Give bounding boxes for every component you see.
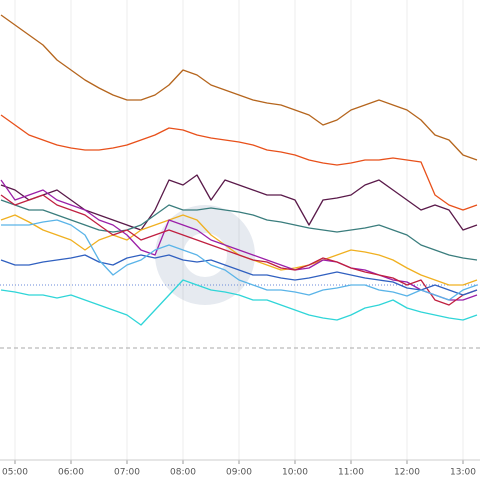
series-line xyxy=(1,219,478,301)
series-line xyxy=(0,114,478,211)
x-tick-label: 13:00 xyxy=(450,468,476,478)
series-line xyxy=(0,279,478,326)
watermark-logo xyxy=(155,205,255,305)
series-line xyxy=(0,14,478,161)
x-tick-label: 12:00 xyxy=(394,468,420,478)
x-tick-label: 09:00 xyxy=(226,468,252,478)
x-tick-label: 06:00 xyxy=(58,468,84,478)
watermark-logo-inner xyxy=(183,233,227,277)
x-tick-label: 11:00 xyxy=(338,468,364,478)
x-tick-label: 05:00 xyxy=(2,468,28,478)
x-tick-label: 07:00 xyxy=(114,468,140,478)
series-line xyxy=(0,254,478,296)
x-tick-label: 10:00 xyxy=(282,468,308,478)
series-line xyxy=(0,174,478,231)
series-line xyxy=(0,194,478,306)
x-tick-label: 08:00 xyxy=(170,468,196,478)
watermark xyxy=(155,205,255,305)
series-line xyxy=(0,199,478,261)
